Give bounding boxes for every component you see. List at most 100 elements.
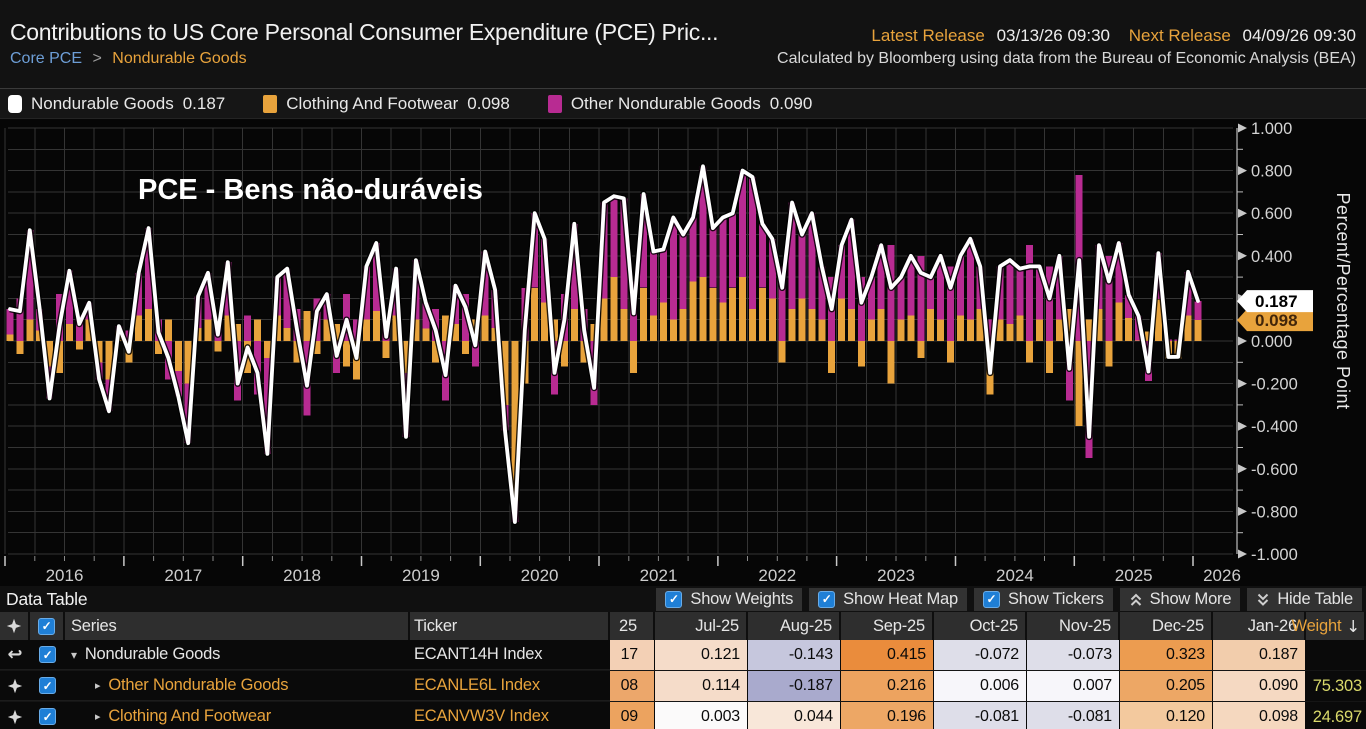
legend-value: 0.098 bbox=[467, 93, 510, 113]
row-icon-cell[interactable]: ↩ bbox=[0, 640, 30, 670]
checkbox-checked-icon[interactable] bbox=[39, 677, 56, 694]
heat-cell-value: -0.072 bbox=[974, 646, 1019, 663]
column-header-label: Aug-25 bbox=[779, 616, 832, 635]
column-header-series[interactable]: Series bbox=[65, 612, 410, 640]
x-axis-year-label: 2020 bbox=[521, 566, 559, 585]
axis-value-tag bbox=[1237, 309, 1313, 332]
toolbar-button-hide-table[interactable]: Hide Table bbox=[1247, 587, 1362, 611]
heat-cell-value: 0.205 bbox=[1165, 677, 1205, 694]
y-axis-tick-label: 0.400 bbox=[1251, 248, 1292, 266]
column-header-weight[interactable]: Weight ↓ bbox=[1292, 612, 1366, 640]
heat-cell: 0.323 bbox=[1120, 640, 1213, 670]
row-check-cell bbox=[30, 702, 65, 729]
column-header-month[interactable]: Jan-26 bbox=[1213, 612, 1306, 640]
legend-item[interactable]: Nondurable Goods 0.187 bbox=[8, 94, 225, 114]
toolbar-button-show-heat-map[interactable]: Show Heat Map bbox=[809, 587, 967, 611]
column-header-month[interactable]: Dec-25 bbox=[1120, 612, 1213, 640]
row-check-cell bbox=[30, 671, 65, 701]
heat-cell-value: 17 bbox=[620, 646, 639, 663]
heat-cell: 0.044 bbox=[748, 702, 841, 729]
chart-legend: Nondurable Goods 0.187 Clothing And Footwe… bbox=[0, 88, 1366, 119]
heat-cell-value: -0.143 bbox=[788, 646, 833, 663]
sort-descending-icon: ↓ bbox=[1346, 616, 1360, 636]
column-header-month[interactable]: Oct-25 bbox=[934, 612, 1027, 640]
nav-diamond-icon[interactable] bbox=[6, 618, 22, 634]
pce-contribution-chart[interactable]: 2016 2017 2018 2019 2020 2021 2022 2023 2024 2025… bbox=[0, 119, 1366, 586]
series-label: Other Nondurable Goods bbox=[108, 676, 289, 694]
breadcrumb-core-pce[interactable]: Core PCE bbox=[10, 50, 83, 67]
legend-value: 0.090 bbox=[769, 93, 813, 113]
nav-diamond-icon[interactable] bbox=[7, 678, 23, 694]
ticker-label: ECANLE6L Index bbox=[414, 676, 540, 694]
next-release-label: Next Release bbox=[1128, 26, 1231, 45]
heat-cell: 0.187 bbox=[1213, 640, 1306, 670]
checkbox-checked-icon[interactable] bbox=[39, 708, 56, 725]
axis-value-tag-label: 0.187 bbox=[1255, 292, 1298, 311]
column-header-ticker[interactable]: Ticker bbox=[410, 612, 610, 640]
legend-item[interactable]: Other Nondurable Goods 0.090 bbox=[547, 93, 813, 114]
row-ticker-cell[interactable]: ECANT14H Index bbox=[410, 640, 610, 670]
checkbox-checked-icon[interactable] bbox=[665, 590, 683, 608]
column-header-month[interactable]: Aug-25 bbox=[748, 612, 841, 640]
expand-triangle-icon[interactable]: ▸ bbox=[95, 679, 101, 692]
heat-cell: 0.196 bbox=[841, 702, 934, 729]
heat-cell: -0.072 bbox=[934, 640, 1027, 670]
heat-cell-value: 0.114 bbox=[702, 677, 740, 694]
row-weight-cell bbox=[1306, 640, 1366, 670]
toolbar-button-show-tickers[interactable]: Show Tickers bbox=[973, 587, 1113, 611]
expand-triangle-icon[interactable]: ▸ bbox=[95, 710, 101, 723]
column-header-label: Oct-25 bbox=[969, 616, 1019, 635]
y-axis-tick-label: 0.600 bbox=[1251, 205, 1292, 223]
column-header-month[interactable]: Jul-25 bbox=[655, 612, 748, 640]
legend-swatch-icon bbox=[547, 94, 562, 113]
heat-cell: 0.205 bbox=[1120, 671, 1213, 701]
row-ticker-cell[interactable]: ECANLE6L Index bbox=[410, 671, 610, 701]
row-ticker-cell[interactable]: ECANVW3V Index bbox=[410, 702, 610, 729]
heat-cell-value: 0.323 bbox=[1165, 646, 1205, 663]
table-row: ▸ Other Nondurable Goods ECANLE6L Index 08 0… bbox=[0, 671, 1366, 702]
toolbar-button-show-more[interactable]: Show More bbox=[1119, 587, 1241, 611]
row-series-cell[interactable]: ▸ Other Nondurable Goods bbox=[65, 671, 410, 701]
heat-cell: -0.081 bbox=[934, 702, 1027, 729]
total-line bbox=[8, 164, 1200, 524]
y-axis-tick-label: 0.800 bbox=[1251, 163, 1292, 181]
heat-cell: -0.081 bbox=[1027, 702, 1120, 729]
column-header-label: Weight bbox=[1291, 616, 1342, 635]
nav-diamond-icon[interactable] bbox=[7, 709, 23, 725]
column-header-label: Ticker bbox=[414, 616, 458, 635]
heat-cell-value: 0.090 bbox=[1258, 677, 1298, 694]
return-arrow-icon[interactable]: ↩ bbox=[7, 643, 23, 665]
toolbar-button-show-weights[interactable]: Show Weights bbox=[656, 587, 803, 611]
column-header-check bbox=[30, 612, 65, 640]
row-series-cell[interactable]: ▾ Nondurable Goods bbox=[65, 640, 410, 670]
row-icon-cell[interactable] bbox=[0, 671, 30, 701]
row-icon-cell[interactable] bbox=[0, 702, 30, 729]
column-header-label: Sep-25 bbox=[872, 616, 925, 635]
heat-cell-value: 0.003 bbox=[700, 708, 740, 725]
heat-cell-value: 0.044 bbox=[793, 708, 833, 725]
ticker-label: ECANVW3V Index bbox=[414, 707, 549, 725]
next-release-value: 04/09/26 09:30 bbox=[1242, 26, 1356, 45]
legend-swatch-icon bbox=[263, 94, 278, 113]
checkbox-checked-icon[interactable] bbox=[818, 590, 836, 608]
checkbox-checked-icon[interactable] bbox=[982, 590, 1000, 608]
legend-label: Other Nondurable Goods bbox=[570, 93, 761, 113]
collapse-triangle-icon[interactable]: ▾ bbox=[71, 647, 77, 662]
checkbox-checked-icon[interactable] bbox=[39, 646, 56, 663]
breadcrumb-separator: > bbox=[92, 50, 102, 67]
heat-cell: 0.121 bbox=[655, 640, 748, 670]
column-header-label: Series bbox=[71, 616, 117, 635]
column-header-label: Jan-26 bbox=[1247, 616, 1297, 635]
column-header-month[interactable]: Sep-25 bbox=[841, 612, 934, 640]
table-body: ↩ ▾ Nondurable Goods ECANT14H Index 17 0.121 -… bbox=[0, 640, 1366, 729]
row-series-cell[interactable]: ▸ Clothing And Footwear bbox=[65, 702, 410, 729]
ticker-label: ECANT14H Index bbox=[414, 645, 543, 663]
checkbox-checked-icon[interactable] bbox=[38, 617, 55, 635]
y-axis: 1.0000.8000.6000.4000.2000.000-0.200-0.4… bbox=[1236, 120, 1298, 564]
source-note: Calculated by Bloomberg using data from … bbox=[777, 50, 1356, 67]
column-header-month[interactable]: Nov-25 bbox=[1027, 612, 1120, 640]
breadcrumb-nondurable-goods[interactable]: Nondurable Goods bbox=[112, 50, 247, 67]
legend-item[interactable]: Clothing And Footwear 0.098 bbox=[263, 94, 510, 114]
column-header-month[interactable]: 25 bbox=[610, 612, 655, 640]
